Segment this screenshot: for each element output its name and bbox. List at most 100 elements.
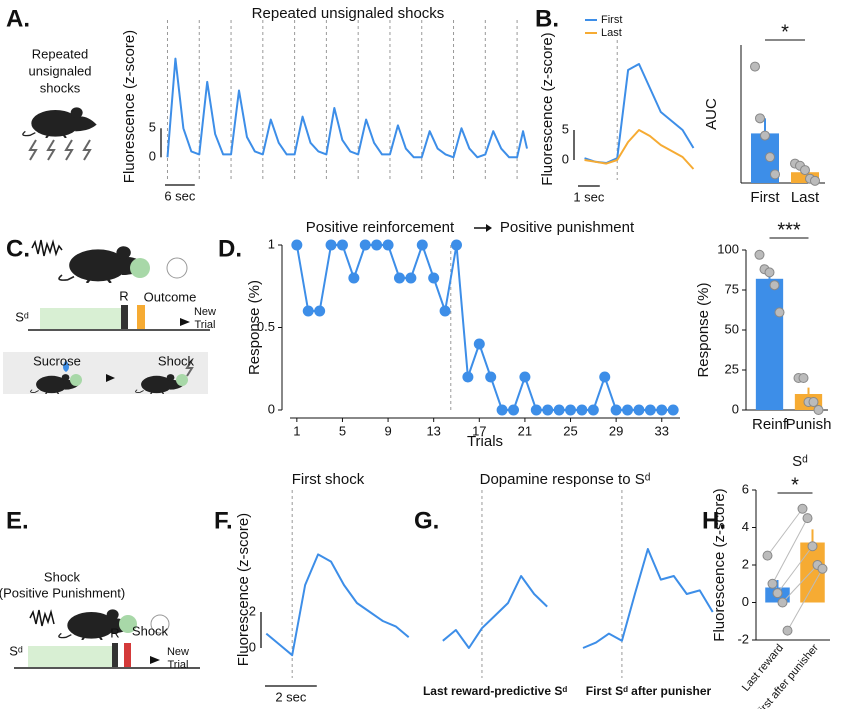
y-tick-label: 4 xyxy=(742,519,749,534)
y-tick-label: 0 xyxy=(562,151,569,166)
arrow xyxy=(150,656,160,664)
y-tick-label: 0.5 xyxy=(257,319,275,334)
data-point xyxy=(667,404,679,416)
mouse-icon xyxy=(22,106,98,138)
response-bar xyxy=(112,643,118,668)
pair-line xyxy=(777,545,813,594)
y-tick-label: 0 xyxy=(732,401,739,416)
x-axis-label: Trials xyxy=(467,433,503,450)
diagram-c: R Outcome New Trial Sᵈ Sucrose Shock xyxy=(3,239,216,394)
x-tick-label: 33 xyxy=(655,423,669,438)
data-point xyxy=(798,373,809,383)
x-tick-label: 1 xyxy=(293,423,300,438)
sd-period xyxy=(40,308,126,330)
annotation: Positive reinforcement xyxy=(306,219,455,236)
diagram-text: Trial xyxy=(168,659,189,671)
outcome-bar xyxy=(137,305,145,330)
y-axis-label: Response (%) xyxy=(246,280,263,375)
y-tick-label: 75 xyxy=(725,281,739,296)
data-point xyxy=(599,371,611,383)
data-point xyxy=(644,404,656,416)
x-scale-label: 2 sec xyxy=(275,689,307,704)
y-tick-label: 5 xyxy=(149,120,156,135)
y-tick-label: 0 xyxy=(742,594,749,609)
data-point xyxy=(810,175,820,186)
data-point xyxy=(291,239,303,251)
panel-label: D. xyxy=(218,235,242,262)
data-point xyxy=(462,371,474,383)
data-point xyxy=(565,404,577,416)
data-point xyxy=(576,404,588,416)
data-point xyxy=(405,272,417,284)
data-point xyxy=(817,563,828,574)
data-point xyxy=(656,404,668,416)
diagram-text: Trial xyxy=(195,319,216,331)
data-point xyxy=(622,404,634,416)
x-tick-label: 9 xyxy=(384,423,391,438)
pair-line xyxy=(782,564,818,603)
diagram-text: Outcome xyxy=(144,289,197,304)
y-tick-label: 25 xyxy=(725,361,739,376)
data-point xyxy=(416,239,428,251)
panel-label: C. xyxy=(6,235,30,262)
x-tick-label: 17 xyxy=(472,423,486,438)
port xyxy=(166,257,188,279)
response-bar xyxy=(121,305,128,330)
diagram-text: unsignaled xyxy=(29,63,92,78)
tone-icon xyxy=(29,609,55,627)
x-scale-label: 1 sec xyxy=(573,189,605,204)
significance: * xyxy=(791,474,799,496)
port xyxy=(70,374,82,386)
arrow xyxy=(180,318,190,326)
data-point xyxy=(800,165,810,176)
series-line xyxy=(442,575,548,649)
diagram-text: Sᵈ xyxy=(15,309,29,324)
y-axis-label: Fluorescence (z-score) xyxy=(235,513,252,666)
data-point xyxy=(519,371,531,383)
data-point xyxy=(587,404,599,416)
data-point xyxy=(610,404,622,416)
data-point xyxy=(508,404,520,416)
data-point xyxy=(450,239,462,251)
diagram-text: Sᵈ xyxy=(9,643,23,658)
pair-line xyxy=(787,568,823,631)
port xyxy=(130,258,150,278)
data-point xyxy=(772,588,783,599)
sd-period xyxy=(28,646,112,668)
diagram-a: Repeated unsignaled shocks xyxy=(22,46,98,161)
pair-line xyxy=(767,508,803,556)
y-axis-label: AUC xyxy=(703,98,720,130)
x-tick-label: Last xyxy=(791,189,820,206)
arrow xyxy=(486,224,492,232)
chart-title: Dopamine response to Sᵈ xyxy=(480,471,651,488)
y-tick-label: 2 xyxy=(249,603,256,618)
x-tick-label: 5 xyxy=(339,423,346,438)
y-axis-label: Fluorescence (z-score) xyxy=(121,30,138,183)
data-point xyxy=(777,597,788,608)
drop-icon xyxy=(63,360,69,372)
data-point xyxy=(348,272,360,284)
significance: *** xyxy=(777,219,801,241)
data-point xyxy=(807,541,818,552)
chart-title: Sᵈ xyxy=(792,453,808,470)
x-tick-label: 13 xyxy=(426,423,440,438)
data-point xyxy=(439,305,451,317)
significance: * xyxy=(781,21,789,43)
y-tick-label: 0 xyxy=(268,401,275,416)
data-point xyxy=(782,625,793,636)
x-scale-label: 6 sec xyxy=(164,188,196,203)
data-point xyxy=(808,397,819,407)
y-tick-label: 100 xyxy=(717,241,739,256)
panel-label: H. xyxy=(702,507,726,534)
data-point xyxy=(393,272,405,284)
chart-title: First shock xyxy=(292,471,365,488)
y-tick-label: 0 xyxy=(149,149,156,164)
y-tick-label: 6 xyxy=(742,481,749,496)
data-point xyxy=(765,152,775,163)
port xyxy=(176,374,188,386)
data-point xyxy=(553,404,565,416)
diagram-text: Shock xyxy=(132,623,169,638)
panel-label: F. xyxy=(214,507,233,534)
data-point xyxy=(633,404,645,416)
diagram-text: Sucrose xyxy=(33,353,81,368)
